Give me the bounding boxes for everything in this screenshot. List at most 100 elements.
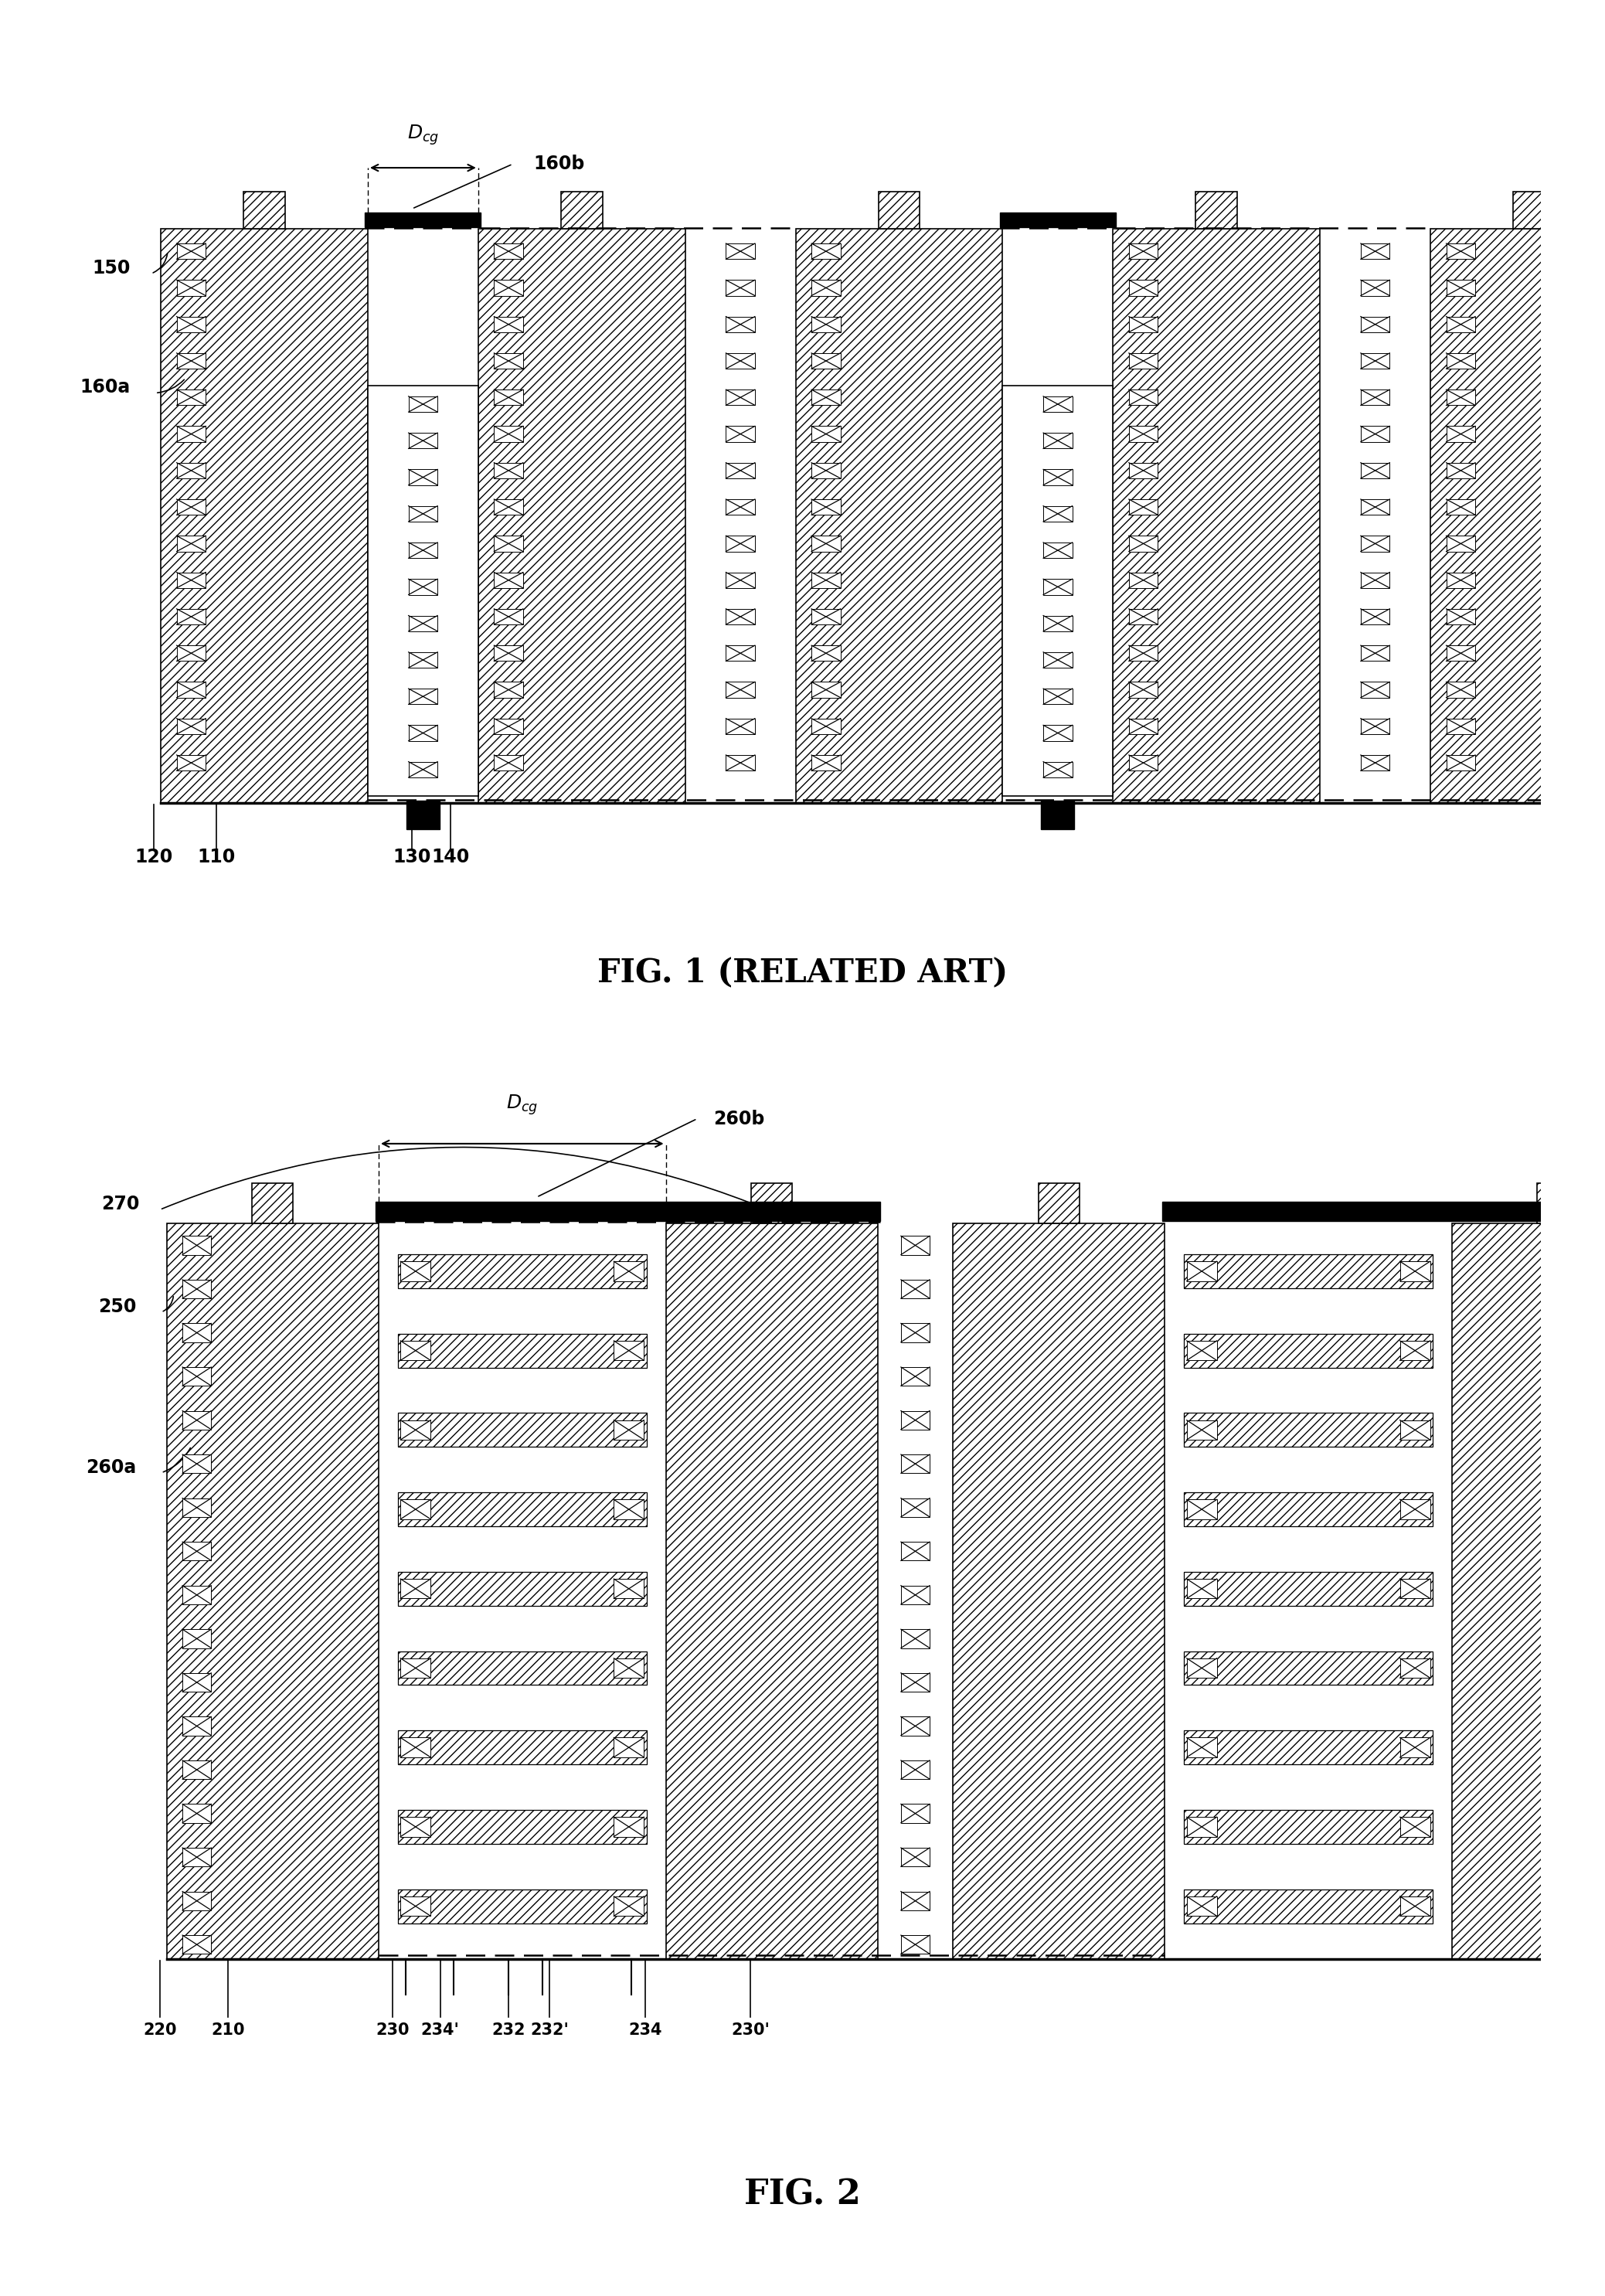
Bar xyxy=(177,498,205,514)
Bar xyxy=(409,726,438,742)
Bar xyxy=(177,755,205,771)
Bar xyxy=(812,354,841,370)
Bar xyxy=(1043,542,1072,558)
Bar xyxy=(398,1809,647,1844)
Bar xyxy=(494,390,523,406)
Bar xyxy=(1128,755,1157,771)
Bar xyxy=(1043,689,1072,705)
Bar xyxy=(398,1573,647,1605)
Bar xyxy=(177,572,205,588)
Bar xyxy=(1184,1890,1433,1924)
Bar xyxy=(1128,608,1157,625)
Bar xyxy=(177,464,205,478)
Bar xyxy=(398,1254,647,1288)
Bar xyxy=(376,1201,881,1221)
Bar xyxy=(725,498,754,514)
Bar xyxy=(401,1499,430,1520)
Bar xyxy=(478,230,685,804)
Bar xyxy=(900,1936,929,1954)
Bar xyxy=(252,1182,294,1224)
Text: 260b: 260b xyxy=(714,1109,766,1127)
Bar xyxy=(812,464,841,478)
Bar xyxy=(1400,1658,1430,1678)
Bar xyxy=(1361,498,1390,514)
Bar xyxy=(177,317,205,333)
Bar xyxy=(900,1499,929,1518)
Bar xyxy=(1184,1492,1433,1527)
Text: 130: 130 xyxy=(393,847,432,866)
Text: 270: 270 xyxy=(101,1194,140,1215)
Bar xyxy=(401,1816,430,1837)
Bar xyxy=(1184,1573,1433,1605)
Bar xyxy=(1186,1816,1217,1837)
Bar xyxy=(1446,243,1475,259)
Bar xyxy=(1128,317,1157,333)
Bar xyxy=(900,1587,929,1605)
Bar xyxy=(1128,354,1157,370)
Bar xyxy=(183,1543,212,1561)
Bar xyxy=(1000,214,1115,227)
Text: 230: 230 xyxy=(376,2023,409,2039)
Bar xyxy=(401,1261,430,1281)
Bar xyxy=(613,1816,644,1837)
Bar xyxy=(613,1896,644,1915)
Bar xyxy=(900,1761,929,1779)
Bar xyxy=(613,1658,644,1678)
Bar xyxy=(1446,427,1475,441)
Bar xyxy=(812,755,841,771)
Bar xyxy=(183,1717,212,1736)
Bar xyxy=(183,1761,212,1779)
Bar xyxy=(183,1499,212,1518)
Bar xyxy=(167,1224,379,1958)
Bar xyxy=(409,397,438,411)
Bar xyxy=(666,1224,878,1958)
Bar xyxy=(878,191,920,230)
Bar xyxy=(1361,535,1390,551)
Bar xyxy=(725,354,754,370)
Bar xyxy=(398,1412,647,1446)
Bar xyxy=(1446,390,1475,406)
Bar xyxy=(183,1453,212,1474)
Bar xyxy=(900,1366,929,1387)
Bar xyxy=(494,243,523,259)
Bar xyxy=(1128,390,1157,406)
Bar xyxy=(494,645,523,661)
Bar xyxy=(1043,615,1072,631)
Bar xyxy=(1112,230,1319,804)
Text: FIG. 1 (RELATED ART): FIG. 1 (RELATED ART) xyxy=(597,957,1008,990)
Bar xyxy=(1361,243,1390,259)
Bar xyxy=(1361,719,1390,735)
Bar xyxy=(1128,243,1157,259)
Bar xyxy=(1361,464,1390,478)
Bar xyxy=(1446,645,1475,661)
Text: 234': 234' xyxy=(421,2023,459,2039)
Bar xyxy=(900,1279,929,1300)
Bar xyxy=(401,1658,430,1678)
Bar xyxy=(900,1717,929,1736)
Bar xyxy=(1042,801,1074,829)
Bar xyxy=(1128,572,1157,588)
Bar xyxy=(900,1235,929,1254)
Text: 160b: 160b xyxy=(533,154,584,172)
Bar xyxy=(812,280,841,296)
Bar xyxy=(1400,1341,1430,1362)
Bar xyxy=(1446,317,1475,333)
Bar xyxy=(401,1421,430,1440)
Bar xyxy=(751,1182,793,1224)
Bar xyxy=(183,1587,212,1605)
Bar xyxy=(183,1410,212,1430)
Bar xyxy=(1186,1421,1217,1440)
Bar xyxy=(1446,719,1475,735)
Bar xyxy=(1361,390,1390,406)
Bar xyxy=(401,1341,430,1362)
Text: 250: 250 xyxy=(98,1297,136,1316)
Text: 210: 210 xyxy=(212,2023,246,2039)
Text: $D_{cg}$: $D_{cg}$ xyxy=(408,124,438,147)
Bar xyxy=(953,1224,1165,1958)
Bar xyxy=(409,652,438,668)
Bar xyxy=(494,354,523,370)
Bar xyxy=(494,608,523,625)
Bar xyxy=(1361,427,1390,441)
Bar xyxy=(1003,386,1112,797)
Bar xyxy=(1453,1224,1605,1958)
